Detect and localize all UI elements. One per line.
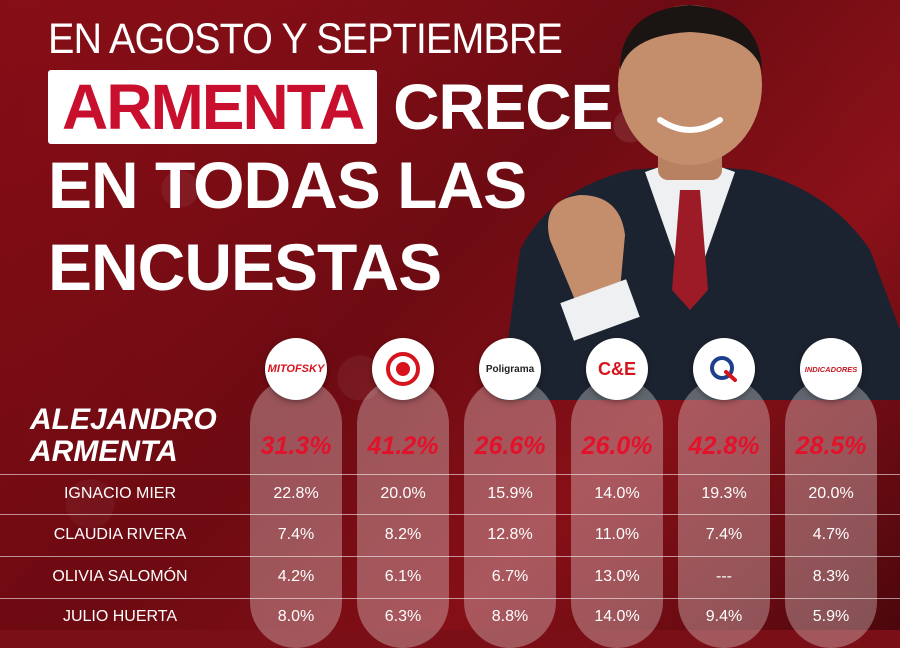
table-cell: 12.8% [487,526,533,543]
table-cell: 6.1% [384,568,422,585]
table-cell: 14.0% [594,485,640,502]
row-divider [0,556,900,557]
lead-name-first: ALEJANDRO [30,403,217,436]
table-cell: 4.7% [812,526,850,543]
lead-value: 42.8% [688,432,760,460]
table-cell: 20.0% [380,485,426,502]
column-mitofsky [250,378,342,648]
indicadores-logo-text: INDICADORES [804,364,858,374]
row-divider [0,514,900,515]
column-poligrama [464,378,556,648]
table-cell: 8.3% [812,568,850,585]
target-logo-icon [372,338,434,400]
headline-crece: CRECE [393,71,613,143]
lead-value: 41.2% [367,432,439,460]
lead-value: 26.6% [474,432,546,460]
table-cell: 4.2% [277,568,315,585]
row-divider [0,598,900,599]
ce-logo-text: C&E [597,358,636,379]
candidate-name: IGNACIO MIER [63,485,176,502]
q-logo-icon [693,338,755,400]
q-icon [710,356,737,382]
lead-value: 26.0% [581,432,653,460]
lead-value: 31.3% [260,432,332,460]
poligrama-logo: Poligrama [479,338,541,400]
table-cell: 15.9% [487,485,533,502]
lead-value: 28.5% [795,432,867,460]
headline-highlight: ARMENTA [48,70,378,144]
table-cell: 22.8% [273,485,319,502]
table-cell: 7.4% [277,526,315,543]
table-cell: 8.0% [277,608,315,625]
table-cell: 9.4% [705,608,743,625]
mitofsky-logo: MITOFSKY [265,338,327,400]
candidate-name: OLIVIA SALOMÓN [52,568,188,585]
headline-line2: ARMENTA CRECE [48,70,613,144]
poligrama-logo-text: Poligrama [485,363,535,375]
column-indicadores [785,378,877,648]
indicadores-logo: INDICADORES [800,338,862,400]
candidate-name: JULIO HUERTA [62,608,178,625]
table-cell: 6.7% [491,568,529,585]
headline-line1: EN AGOSTO Y SEPTIEMBRE [48,15,563,63]
table-cell: 14.0% [594,608,640,625]
table-cell: 6.3% [384,608,422,625]
table-cell: --- [716,568,732,585]
column-q [678,378,770,648]
table-cell: 5.9% [812,608,850,625]
table-cell: 7.4% [705,526,743,543]
table-cell: 8.2% [384,526,422,543]
candidate-name: CLAUDIA RIVERA [53,526,187,543]
table-cell: 19.3% [701,485,747,502]
headline-line4: ENCUESTAS [48,230,442,304]
column-target [357,378,449,648]
lead-candidate-name: ALEJANDRO ARMENTA [30,404,220,468]
table-cell: 20.0% [808,485,854,502]
table-cell: 13.0% [594,568,640,585]
mitofsky-logo-text: MITOFSKY [267,363,325,375]
table-cell: 8.8% [491,608,529,625]
row-divider [0,474,900,475]
target-icon [386,352,420,386]
lead-name-last: ARMENTA [30,435,178,468]
ce-logo: C&E [586,338,648,400]
column-ce [571,378,663,648]
headline: EN AGOSTO Y SEPTIEMBRE ARMENTA CRECE EN … [48,14,613,308]
headline-line3: EN TODAS LAS [48,148,527,222]
candidate-photo [500,5,900,400]
table-cell: 11.0% [594,526,640,543]
